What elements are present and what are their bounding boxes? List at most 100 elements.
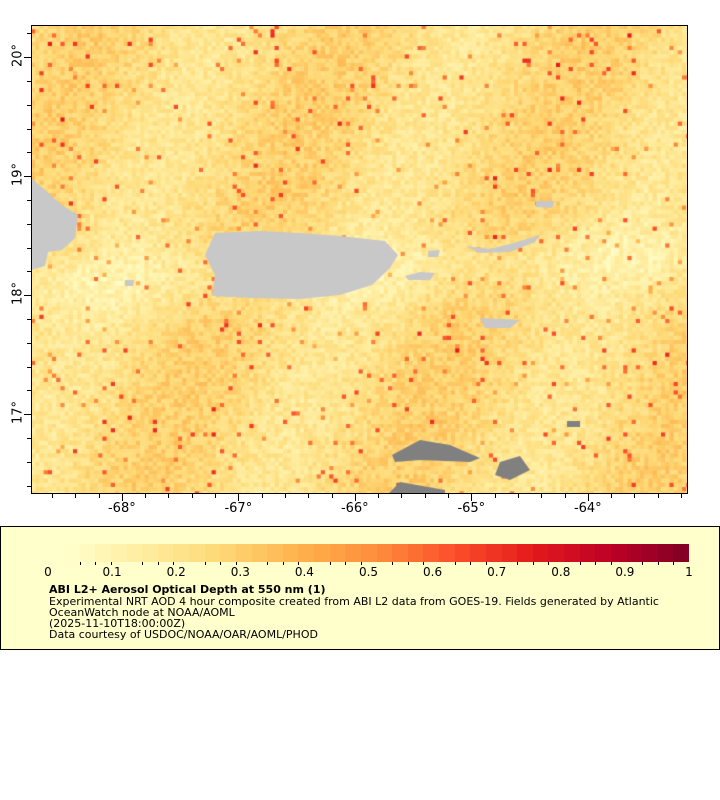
lat-minor-tick: [27, 80, 31, 82]
colorbar-minor-tick: [642, 562, 644, 565]
lon-minor-tick: [401, 494, 403, 498]
colorbar-swatch: [626, 544, 643, 562]
colorbar-swatch: [423, 544, 439, 562]
colorbar-tick-label: 0.1: [102, 565, 122, 579]
lon-minor-tick: [681, 494, 682, 498]
lon-tick-label: -64°: [573, 501, 602, 516]
colorbar-tick-label: 0: [44, 565, 52, 579]
lon-tick-label: -67°: [224, 501, 253, 516]
lon-tick: [121, 494, 123, 501]
colorbar-swatch: [64, 544, 80, 562]
lon-tick: [587, 494, 589, 501]
colorbar-minor-tick: [345, 562, 347, 565]
lon-minor-tick: [98, 494, 100, 498]
colorbar-swatch: [548, 544, 564, 562]
lat-minor-tick: [27, 128, 31, 130]
colorbar-swatch: [298, 544, 314, 562]
colorbar-swatch: [251, 544, 268, 562]
lat-minor-tick: [27, 390, 31, 392]
colorbar-swatch: [220, 544, 236, 562]
lon-minor-tick: [634, 494, 636, 498]
colorbar-swatch: [470, 544, 486, 562]
colorbar-swatch: [95, 544, 111, 562]
colorbar-minor-tick: [454, 562, 456, 565]
lon-tick: [238, 494, 240, 501]
colorbar-minor-tick: [267, 562, 269, 565]
lat-minor-tick: [27, 247, 31, 249]
lat-tick-label: 18°: [10, 282, 26, 306]
colorbar-swatch: [454, 544, 471, 562]
lon-tick-label: -68°: [107, 501, 136, 516]
colorbar-swatch: [235, 544, 252, 562]
lat-tick: [24, 176, 31, 178]
colorbar-minor-tick: [517, 562, 519, 565]
lon-tick: [471, 494, 473, 501]
colorbar-tick-label: 0.5: [358, 565, 379, 579]
colorbar-minor-tick: [407, 562, 409, 565]
lat-minor-tick: [27, 342, 31, 344]
lat-minor-tick: [27, 152, 31, 154]
colorbar-minor-tick: [79, 562, 81, 565]
legend-credit: Data courtesy of USDOC/NOAA/OAR/AOML/PHO…: [49, 628, 318, 641]
lon-minor-tick: [308, 494, 310, 498]
lat-minor-tick: [27, 438, 31, 440]
colorbar-minor-tick: [595, 562, 597, 565]
colorbar: [64, 544, 689, 562]
colorbar-swatch: [439, 544, 455, 562]
colorbar-swatch: [345, 544, 361, 562]
legend-description-line1: Experimental NRT AOD 4 hour composite cr…: [49, 595, 659, 608]
colorbar-minor-tick: [204, 562, 206, 565]
lon-minor-tick: [541, 494, 543, 498]
lat-minor-tick: [27, 319, 31, 321]
colorbar-swatch: [517, 544, 533, 562]
lon-minor-tick: [331, 494, 333, 498]
lon-minor-tick: [494, 494, 496, 498]
lon-tick-label: -66°: [340, 501, 369, 516]
lat-minor-tick: [27, 461, 31, 463]
colorbar-minor-tick: [142, 562, 144, 565]
colorbar-tick-label: 0.7: [487, 565, 507, 579]
lon-minor-tick: [75, 494, 77, 498]
lat-tick-label: 20°: [10, 44, 26, 68]
lon-minor-tick: [261, 494, 263, 498]
colorbar-minor-tick: [392, 562, 394, 565]
legend-time: (2025-11-10T18:00:00Z): [49, 617, 186, 630]
colorbar-swatch: [126, 544, 143, 562]
colorbar-swatch: [595, 544, 611, 562]
lon-minor-tick: [517, 494, 519, 498]
colorbar-tick-label: 0.2: [166, 565, 186, 579]
colorbar-minor-tick: [610, 562, 612, 565]
legend-panel: 0 0.1 0.2 0.3 0.4 0.5 0.6 0.7 0.8 0.9 1 ABI L2+ Ae…: [0, 526, 720, 650]
colorbar-minor-tick: [95, 562, 97, 565]
legend-description-line2: OceanWatch node at NOAA/AOML: [49, 606, 235, 619]
lon-minor-tick: [378, 494, 380, 498]
lon-minor-tick: [424, 494, 426, 498]
colorbar-swatch: [142, 544, 158, 562]
lon-minor-tick: [611, 494, 613, 498]
colorbar-swatch: [485, 544, 502, 562]
colorbar-swatch: [329, 544, 346, 562]
colorbar-swatch: [657, 544, 674, 562]
colorbar-minor-tick: [485, 562, 487, 565]
lon-minor-tick: [657, 494, 659, 498]
lon-minor-tick: [284, 494, 286, 498]
colorbar-tick-label: 0.8: [551, 565, 571, 579]
colorbar-tick-label: 0.3: [230, 565, 250, 579]
colorbar-swatch: [267, 544, 283, 562]
colorbar-minor-tick: [548, 562, 550, 565]
lon-minor-tick: [448, 494, 450, 498]
colorbar-swatch: [157, 544, 174, 562]
colorbar-swatch: [501, 544, 518, 562]
lon-minor-tick: [51, 494, 53, 498]
colorbar-swatch: [564, 544, 580, 562]
lat-minor-tick: [27, 271, 31, 273]
colorbar-swatch: [392, 544, 408, 562]
lon-minor-tick: [191, 494, 193, 498]
colorbar-tick-label: 0.4: [294, 565, 314, 579]
colorbar-swatch: [204, 544, 221, 562]
colorbar-tick-label: 0.6: [423, 565, 443, 579]
colorbar-swatch: [110, 544, 127, 562]
lat-minor-tick: [27, 104, 31, 106]
colorbar-minor-tick: [110, 562, 112, 565]
aod-map-image: [31, 25, 688, 494]
